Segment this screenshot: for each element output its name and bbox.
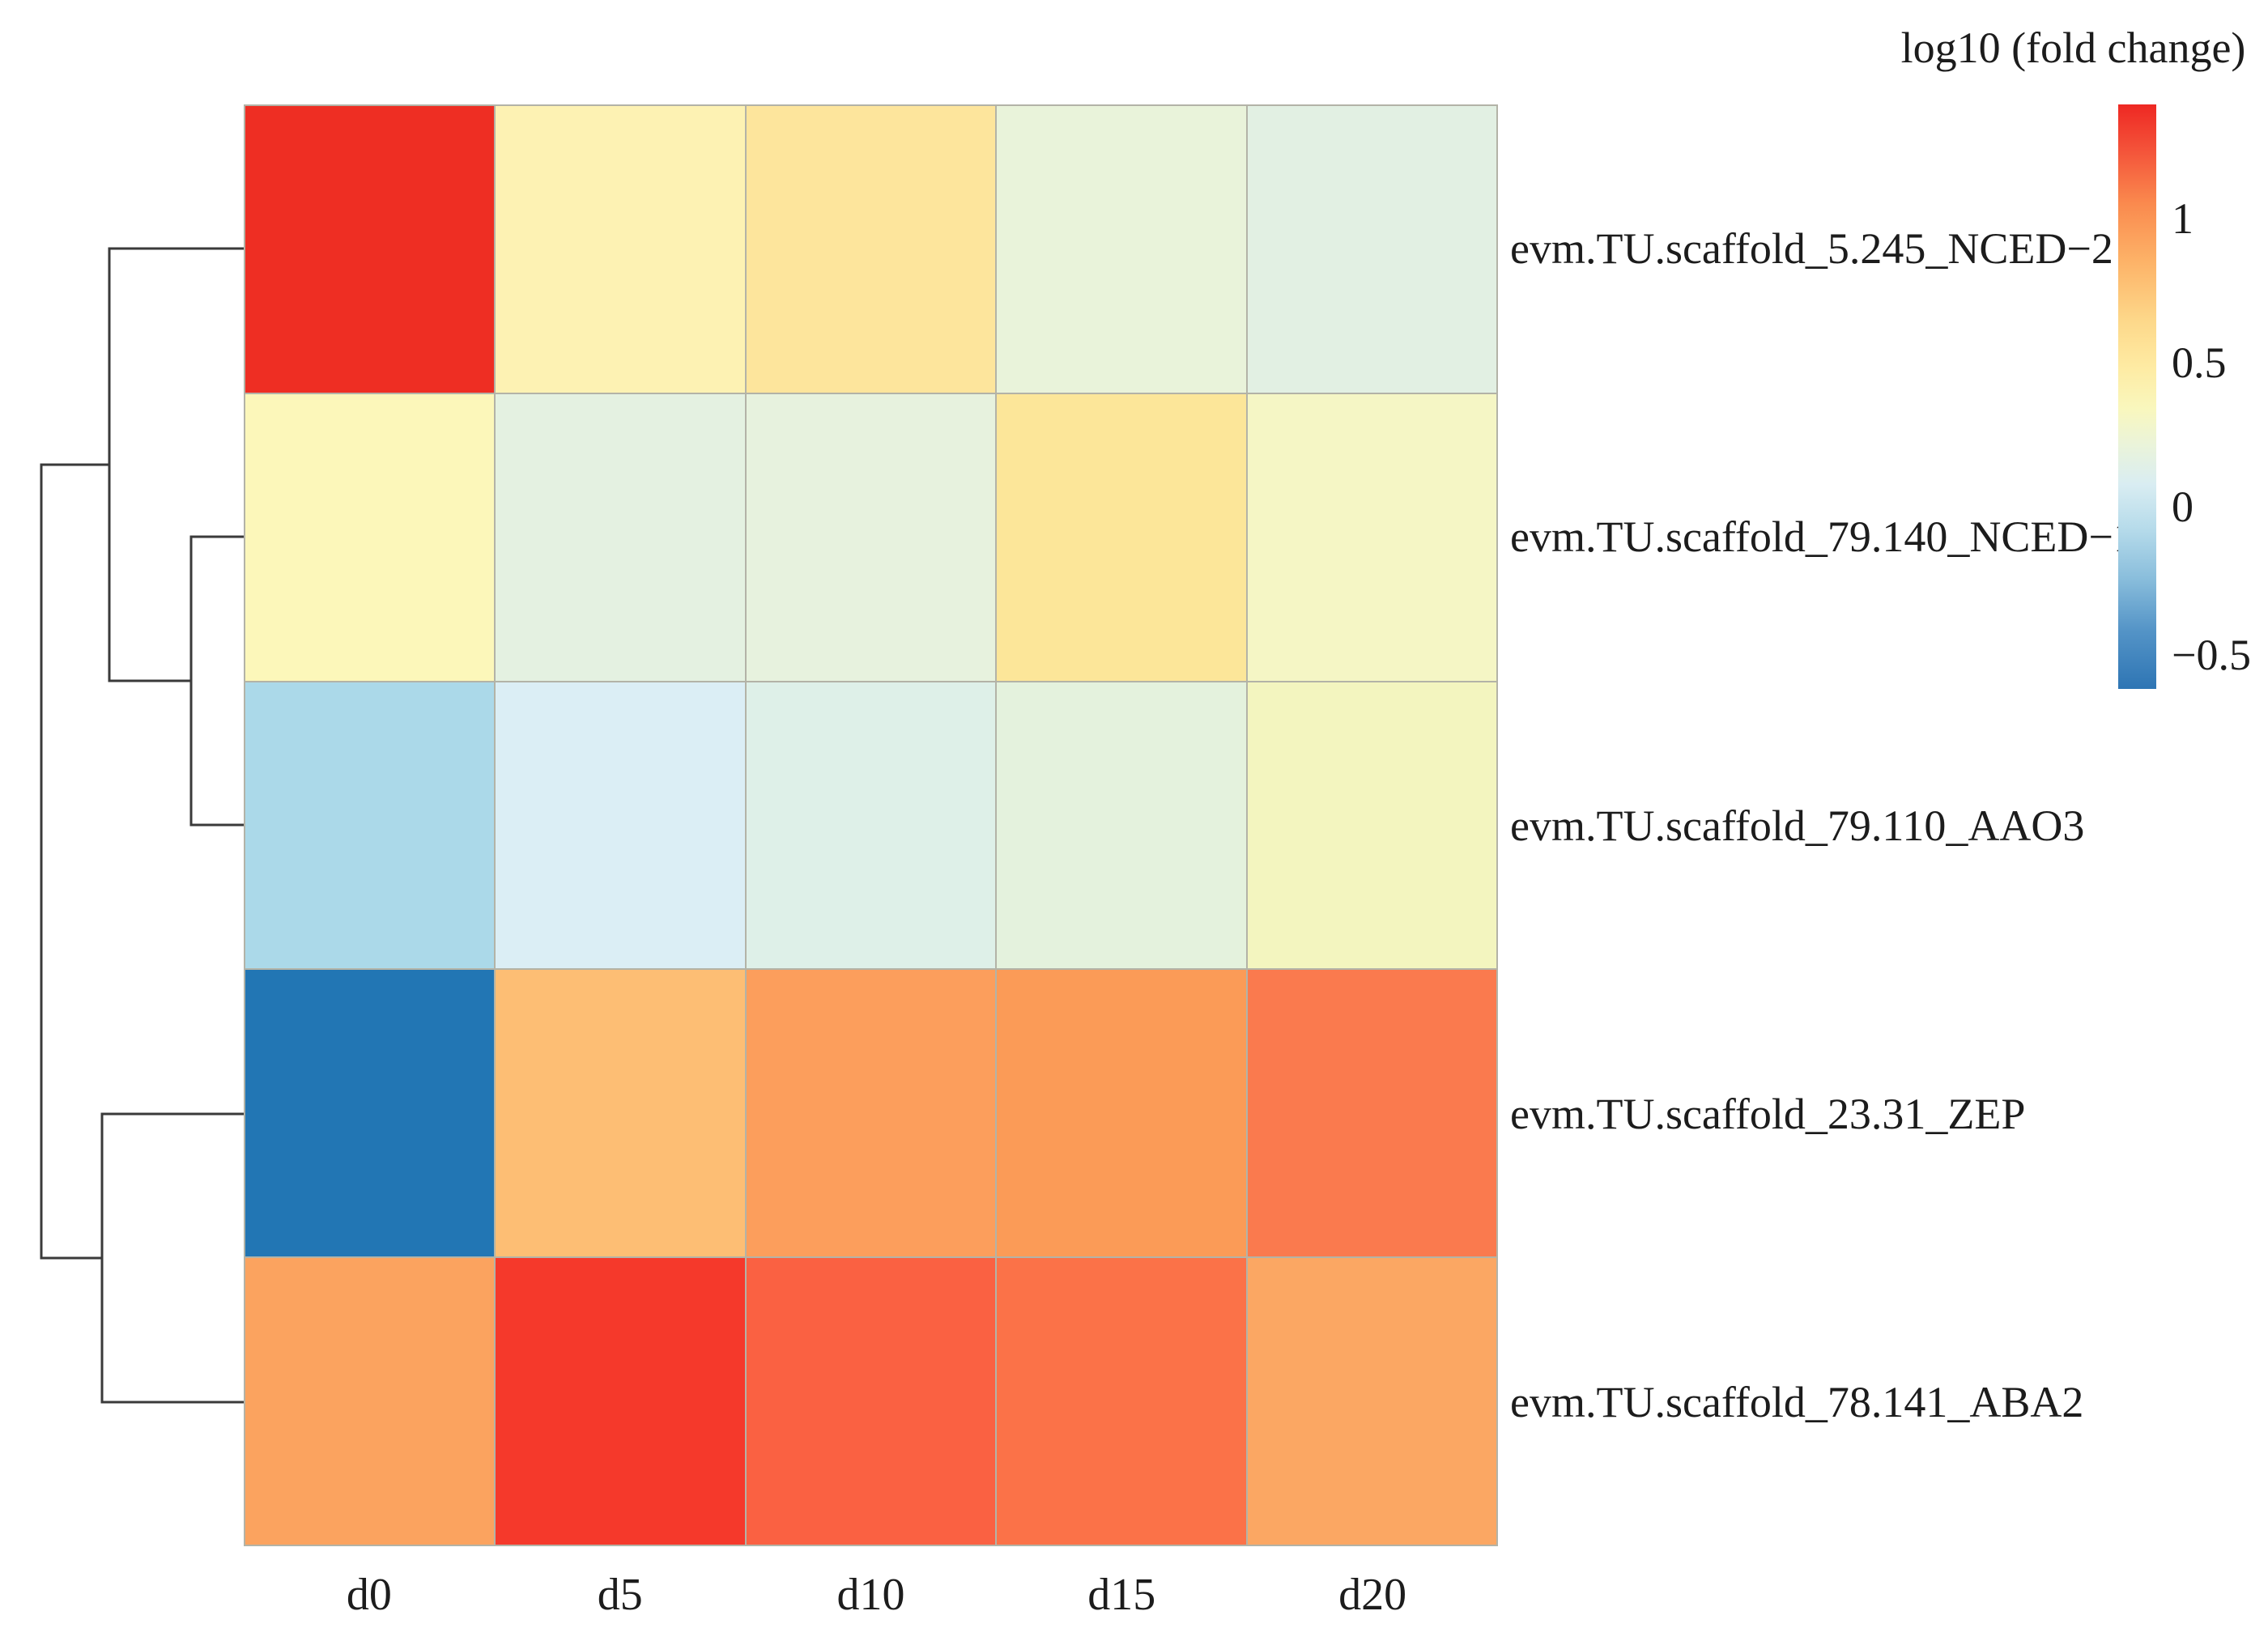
heatmap-cell	[746, 970, 996, 1257]
heatmap-cell	[746, 106, 996, 393]
legend-title: log10 (fold change)	[1900, 23, 2246, 72]
heatmap-cell	[746, 393, 996, 681]
heatmap-cell	[997, 393, 1246, 681]
heatmap-cell	[1247, 1258, 1496, 1545]
heatmap-cell	[997, 970, 1246, 1257]
heatmap-cell	[496, 106, 745, 393]
row-label: evm.TU.scaffold_23.31_ZEP	[1510, 1089, 2026, 1138]
heatmap-cell	[1247, 970, 1496, 1257]
heatmap-cell	[1247, 106, 1496, 393]
heatmap-cell	[245, 682, 495, 969]
column-label: d10	[836, 1570, 905, 1620]
heatmap-cell	[496, 393, 745, 681]
heatmap-cell	[746, 1258, 996, 1545]
row-label: evm.TU.scaffold_5.245_NCED−2	[1510, 224, 2113, 274]
column-axis-labels: d0 d5 d10 d15 d20	[244, 1558, 1498, 1628]
heatmap-grid	[244, 104, 1498, 1546]
row-label: evm.TU.scaffold_79.110_AAO3	[1510, 801, 2085, 850]
heatmap-cell	[997, 1258, 1246, 1545]
row-label: evm.TU.scaffold_78.141_ABA2	[1510, 1377, 2084, 1426]
heatmap-cell	[997, 682, 1246, 969]
colorbar-tick-label: 0.5	[2172, 338, 2227, 388]
heatmap-cell	[496, 970, 745, 1257]
colorbar-tick-label: 0	[2172, 482, 2194, 531]
colorbar-tick-label: 1	[2172, 193, 2194, 243]
heatmap-cell	[1247, 682, 1496, 969]
heatmap-cell	[245, 1258, 495, 1545]
column-label: d15	[1087, 1570, 1156, 1620]
row-label: evm.TU.scaffold_79.140_NCED−1	[1510, 512, 2135, 562]
column-label: d5	[597, 1570, 643, 1620]
colorbar-tick-label: −0.5	[2172, 631, 2251, 680]
heatmap-cell	[746, 682, 996, 969]
column-label: d0	[346, 1570, 392, 1620]
column-label: d20	[1338, 1570, 1407, 1620]
heatmap-cell	[1247, 393, 1496, 681]
heatmap-cell	[496, 1258, 745, 1545]
heatmap-cell	[245, 393, 495, 681]
heatmap-cell	[245, 106, 495, 393]
heatmap-cell	[997, 106, 1246, 393]
colorbar-gradient	[2118, 104, 2156, 689]
heatmap-cell	[496, 682, 745, 969]
heatmap-cell	[245, 970, 495, 1257]
